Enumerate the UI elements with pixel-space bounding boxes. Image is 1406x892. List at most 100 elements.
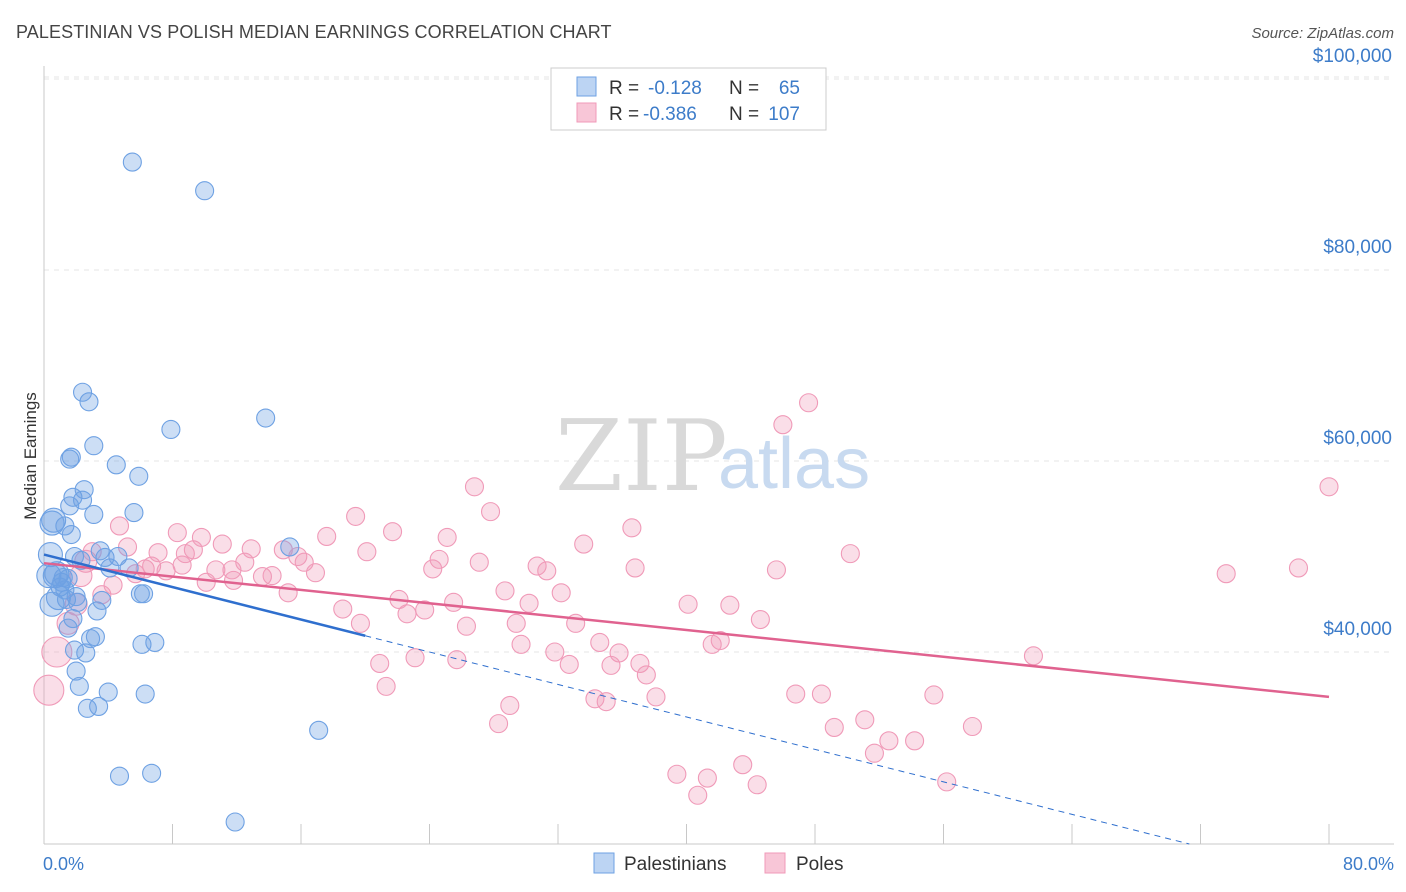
chart-title: PALESTINIAN VS POLISH MEDIAN EARNINGS CO… (16, 22, 612, 42)
poles-point (824, 717, 844, 737)
palestinians-point (135, 684, 155, 704)
palestinians-point (64, 640, 85, 660)
poles-point (370, 653, 390, 674)
poles-point (537, 561, 557, 581)
palestinians-point (106, 455, 126, 475)
palestinians-point (79, 392, 99, 412)
poles-point (840, 544, 860, 564)
poles-point (357, 542, 377, 562)
poles-point (480, 502, 501, 522)
bottom-legend: Palestinians Poles (593, 852, 844, 875)
poles-point (206, 560, 226, 580)
watermark-zip: ZIP (555, 400, 728, 514)
watermark-atlas: atlas (718, 424, 870, 504)
poles-point (799, 393, 819, 413)
poles-point (773, 415, 793, 435)
x-tick-max: 80.0% (1343, 854, 1394, 874)
poles-point (636, 665, 656, 685)
palestinians-point (90, 541, 110, 561)
poles-points (33, 393, 1339, 805)
legend-box (550, 67, 827, 131)
palestinians-point (145, 632, 165, 653)
poles-point (103, 575, 123, 595)
poles-point (212, 534, 232, 554)
poles-point (405, 648, 425, 668)
palestinians-point (225, 812, 245, 832)
palestinians-point (76, 643, 96, 663)
legend-swatch-palestinians (576, 76, 597, 97)
poles-point (559, 654, 579, 674)
poles-point (596, 692, 616, 712)
palestinians-point (85, 627, 105, 647)
poles-point (500, 695, 520, 716)
poles-point (646, 687, 666, 707)
poles-point (109, 516, 130, 536)
poles-point (350, 613, 370, 633)
poles-point (444, 592, 464, 612)
legend-r-label-2: R = (609, 104, 639, 125)
poles-point (241, 539, 261, 559)
palestinians-points (36, 152, 329, 832)
palestinians-point (58, 568, 78, 589)
poles-point (962, 716, 982, 737)
poles-point (1023, 646, 1043, 666)
palestinians-point (84, 504, 104, 525)
poles-point (495, 581, 515, 601)
poles-point (527, 556, 547, 576)
poles-trendline (43, 561, 1330, 699)
legend-n-value-1: 65 (779, 78, 800, 99)
y-tick-label-3: $100,000 (1313, 46, 1392, 67)
palestinians-point (309, 720, 329, 740)
bottom-legend-swatch-poles (764, 852, 786, 874)
poles-point (489, 714, 509, 734)
palestinians-point (108, 546, 128, 567)
poles-point (678, 594, 698, 614)
palestinians-point (142, 763, 162, 783)
poles-point (710, 630, 730, 651)
palestinians-point (37, 542, 63, 568)
poles-point (1216, 564, 1236, 584)
poles-point (551, 583, 571, 603)
poles-point (630, 653, 650, 674)
poles-point (905, 731, 925, 751)
x-tick-min: 0.0% (43, 854, 84, 874)
poles-point (191, 527, 211, 547)
y-tick-label-2: $80,000 (1323, 237, 1392, 258)
palestinians-trendline (43, 553, 366, 637)
poles-point (585, 689, 605, 709)
poles-point (1319, 477, 1339, 497)
palestinians-point (256, 408, 276, 428)
legend-r-value-1: -0.128 (648, 78, 702, 99)
poles-point (864, 743, 884, 763)
poles-point (747, 775, 767, 795)
poles-point (609, 643, 629, 663)
poles-point (456, 616, 476, 636)
poles-point (506, 613, 526, 633)
poles-point (519, 593, 539, 613)
poles-point (305, 563, 326, 583)
palestinians-point (109, 766, 130, 786)
palestinians-trendline-extension (365, 635, 1190, 845)
palestinians-point (280, 537, 300, 557)
axes (43, 66, 1394, 845)
y-tick-label-1: $60,000 (1323, 428, 1392, 449)
poles-point (423, 559, 443, 579)
poles-point (733, 755, 753, 775)
palestinians-point (61, 447, 81, 467)
poles-point (33, 674, 65, 706)
bottom-legend-palestinians: Palestinians (624, 854, 726, 875)
palestinians-point (41, 507, 67, 533)
poles-point (447, 650, 467, 670)
poles-point (167, 523, 187, 543)
poles-point (223, 570, 244, 590)
palestinians-point (129, 466, 149, 486)
palestinians-point (89, 696, 109, 716)
watermark: ZIP atlas (555, 400, 870, 514)
poles-point (590, 632, 610, 653)
palestinians-point (92, 590, 112, 610)
bottom-legend-swatch-palestinians (593, 852, 615, 874)
poles-point (464, 477, 485, 497)
poles-point (750, 609, 770, 630)
palestinians-point (66, 661, 86, 681)
